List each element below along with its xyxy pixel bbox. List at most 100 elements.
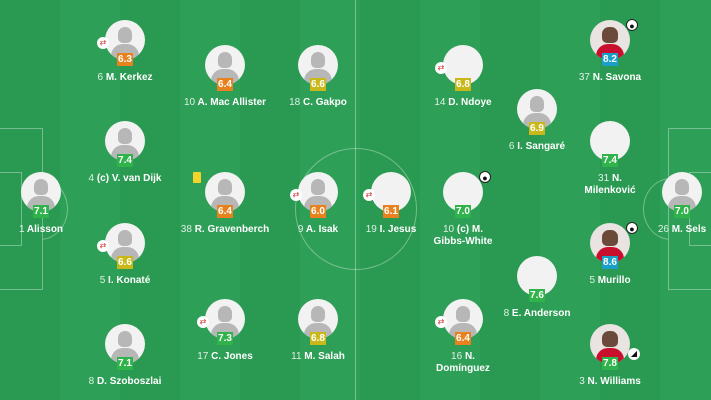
home-player[interactable]: 6.0 ⇄ 9 A. Isak bbox=[253, 172, 383, 235]
shirt-number: 3 bbox=[579, 376, 585, 387]
player-name: Alisson bbox=[26, 224, 64, 235]
player-name: (c) V. van Dijk bbox=[96, 173, 162, 184]
home-player[interactable]: 6.4 10 A. Mac Allister bbox=[160, 45, 290, 108]
away-player[interactable]: 8.2 ● 37 N. Savona bbox=[545, 19, 675, 83]
rating-badge: 6.4 bbox=[217, 78, 233, 91]
substitution-icon: ⇄ bbox=[97, 37, 109, 49]
home-player[interactable]: 7.1 1 Alisson bbox=[0, 172, 106, 235]
player-name: A. Mac Allister bbox=[197, 97, 267, 108]
player-name: I. Sangaré bbox=[517, 141, 566, 152]
player-name-row: 9 A. Isak bbox=[253, 224, 383, 236]
home-player[interactable]: 6.3 ⇄ 6 M. Kerkez bbox=[60, 20, 190, 83]
shirt-number: 19 bbox=[365, 224, 377, 235]
shirt-number: 8 bbox=[503, 308, 510, 319]
player-name-row: 8 E. Anderson bbox=[502, 308, 572, 320]
player-name-row: 8 D. Szoboszlai bbox=[60, 376, 190, 388]
rating-badge: 8.2 bbox=[602, 53, 618, 66]
rating-badge: 7.1 bbox=[117, 357, 133, 370]
away-player[interactable]: 7.6 8 E. Anderson bbox=[472, 256, 602, 319]
shirt-number: 31 bbox=[598, 173, 610, 184]
shirt-number: 26 bbox=[657, 224, 669, 235]
player-name: M. Kerkez bbox=[105, 72, 153, 83]
center-circle bbox=[295, 148, 417, 270]
home-player[interactable]: 6.8 11 M. Salah bbox=[253, 299, 383, 362]
player-name-row: 10 A. Mac Allister bbox=[160, 97, 290, 109]
shirt-number: 37 bbox=[578, 72, 590, 83]
rating-badge: 7.1 bbox=[33, 205, 49, 218]
player-name-row: 18 C. Gakpo bbox=[253, 97, 383, 109]
substitution-icon: ⇄ bbox=[97, 240, 109, 252]
away-player[interactable]: 7.0 26 M. Sels bbox=[617, 172, 711, 235]
shirt-number: 14 bbox=[434, 97, 446, 108]
substitution-icon: ⇄ bbox=[290, 189, 302, 201]
rating-badge: 6.4 bbox=[217, 205, 233, 218]
player-name-row: 6 I. Sangaré bbox=[472, 141, 602, 153]
player-name-row: 4 (c) V. van Dijk bbox=[60, 173, 190, 185]
left-goal-box bbox=[0, 172, 22, 246]
away-player[interactable]: 7.4 31 N. Milenković bbox=[545, 121, 675, 196]
shirt-number: 6 bbox=[97, 72, 104, 83]
away-player[interactable]: 8.6 ● 5 Murillo bbox=[545, 222, 675, 286]
player-name: (c) M. Gibbs-White bbox=[433, 224, 493, 247]
rating-badge: 6.3 bbox=[117, 53, 133, 66]
rating-badge: 8.6 bbox=[602, 256, 618, 269]
away-player[interactable]: 7.8 ◢ 3 N. Williams bbox=[545, 324, 675, 387]
player-name: D. Szoboszlai bbox=[96, 376, 162, 387]
shirt-number: 5 bbox=[99, 275, 106, 286]
shirt-number: 5 bbox=[589, 275, 595, 286]
shirt-number: 18 bbox=[289, 97, 301, 108]
shirt-number: 16 bbox=[451, 351, 463, 362]
player-name: N. Savona bbox=[592, 72, 642, 83]
player-name: D. Ndoye bbox=[448, 97, 492, 108]
player-name: Murillo bbox=[597, 275, 631, 286]
shirt-number: 10 bbox=[442, 224, 455, 235]
shirt-number: 6 bbox=[508, 141, 515, 152]
player-name: N. Domínguez bbox=[436, 351, 490, 374]
player-name-row: 5 Murillo bbox=[545, 275, 675, 287]
away-player[interactable]: 6.8 ⇄ 14 D. Ndoye bbox=[398, 45, 528, 108]
rating-badge: 7.6 bbox=[529, 289, 545, 302]
shirt-number: 1 bbox=[18, 224, 25, 235]
rating-badge: 6.6 bbox=[117, 256, 133, 269]
away-player[interactable]: 6.9 6 I. Sangaré bbox=[472, 89, 602, 152]
assist-boot-icon: ◢ bbox=[628, 348, 640, 360]
rating-badge: 7.0 bbox=[455, 205, 471, 218]
rating-badge: 7.0 bbox=[674, 205, 690, 218]
shirt-number: 38 bbox=[180, 224, 192, 235]
player-name-row: 5 I. Konaté bbox=[60, 275, 190, 287]
away-player[interactable]: 6.4 ⇄ 16 N. Domínguez bbox=[398, 299, 528, 374]
substitution-icon: ⇄ bbox=[435, 62, 447, 74]
home-player[interactable]: 6.4 38 R. Gravenberch bbox=[160, 172, 290, 235]
shirt-number: 11 bbox=[291, 351, 302, 362]
player-name-row: 3 N. Williams bbox=[545, 376, 675, 388]
rating-badge: 6.8 bbox=[455, 78, 471, 91]
home-player[interactable]: 7.3 ⇄ 17 C. Jones bbox=[160, 299, 290, 362]
substitution-icon: ⇄ bbox=[363, 189, 375, 201]
away-player[interactable]: 7.0 ● 10 (c) M. Gibbs-White bbox=[398, 171, 528, 247]
player-name-row: 14 D. Ndoye bbox=[398, 97, 528, 109]
rating-badge: 7.4 bbox=[602, 154, 618, 167]
shirt-number: 8 bbox=[88, 376, 95, 387]
player-name-row: 17 C. Jones bbox=[160, 351, 290, 363]
yellow-card-icon bbox=[193, 172, 201, 183]
player-name-row: 26 M. Sels bbox=[617, 224, 711, 236]
player-name: N. Williams bbox=[587, 376, 641, 387]
goal-ball-icon: ● bbox=[626, 222, 638, 234]
shirt-number: 10 bbox=[183, 97, 196, 108]
home-player[interactable]: 6.6 18 C. Gakpo bbox=[253, 45, 383, 108]
home-player[interactable]: 7.1 8 D. Szoboszlai bbox=[60, 324, 190, 387]
player-name-row: 6 M. Kerkez bbox=[60, 72, 190, 84]
rating-badge: 7.8 bbox=[602, 357, 618, 370]
shirt-number: 4 bbox=[88, 173, 95, 184]
home-player[interactable]: 7.4 4 (c) V. van Dijk bbox=[60, 121, 190, 184]
rating-badge: 6.1 bbox=[383, 205, 399, 218]
player-name: C. Jones bbox=[211, 351, 253, 362]
player-name: N. Milenković bbox=[584, 173, 636, 196]
player-name-row: 38 R. Gravenberch bbox=[160, 224, 290, 236]
home-player[interactable]: 6.6 ⇄ 5 I. Konaté bbox=[60, 223, 190, 286]
away-player[interactable]: 6.1 ⇄ 19 I. Jesus bbox=[326, 172, 456, 235]
goal-ball-icon: ● bbox=[479, 171, 491, 183]
rating-badge: 6.9 bbox=[529, 122, 545, 135]
rating-badge: 6.4 bbox=[455, 332, 471, 345]
